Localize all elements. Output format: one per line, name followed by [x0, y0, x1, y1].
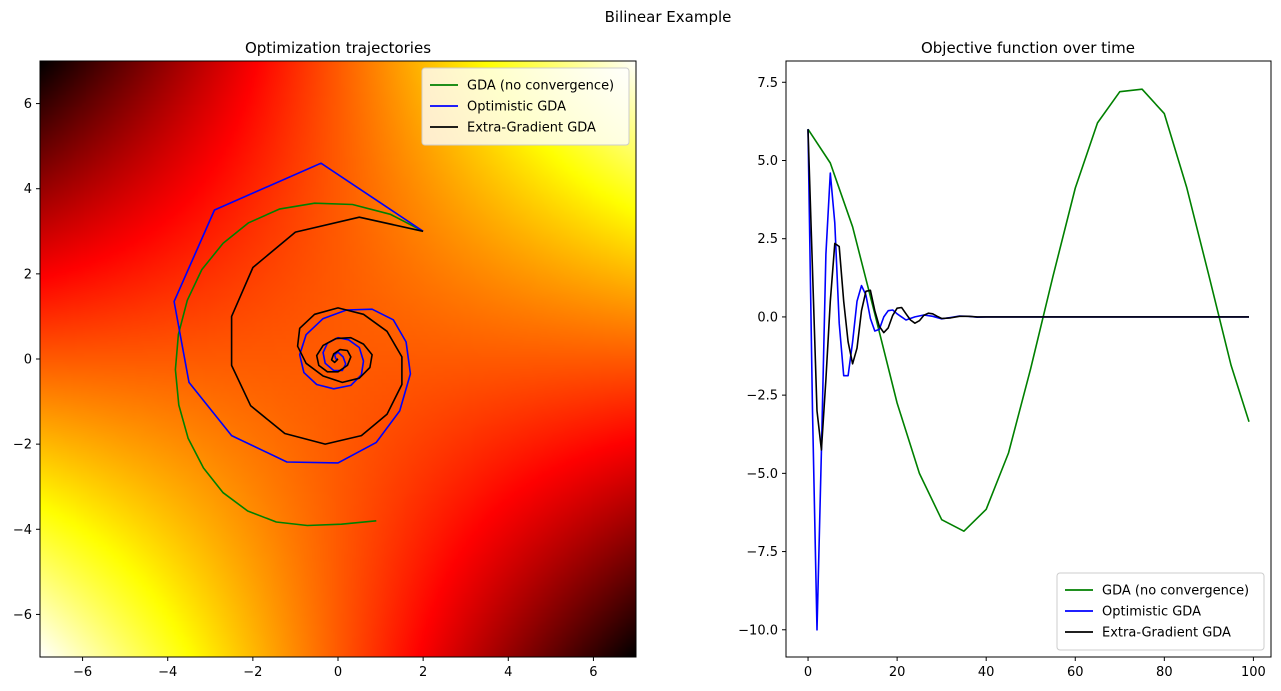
trajectory-x-tick-label: −2 — [243, 665, 262, 680]
objective-x-tick-label: 80 — [1156, 665, 1173, 680]
trajectory-x-tick-label: −6 — [73, 665, 92, 680]
objective-y-tick-label: −10.0 — [738, 623, 778, 638]
objective-x-tick-label: 60 — [1067, 665, 1084, 680]
objective-y-tick-label: 5.0 — [757, 154, 778, 169]
trajectory-plot-title: Optimization trajectories — [245, 39, 431, 57]
objective-y-tick-label: 7.5 — [757, 76, 778, 91]
trajectory-y-tick-label: 2 — [24, 267, 32, 282]
trajectory-y-tick-label: 4 — [24, 182, 32, 197]
trajectory-y-tick-label: −4 — [13, 523, 32, 538]
trajectory-y-tick-label: 0 — [24, 353, 32, 368]
trajectory-x-tick-label: 6 — [589, 665, 597, 680]
trajectory-y-tick-label: −2 — [13, 438, 32, 453]
objective-legend: GDA (no convergence) Optimistic GDA Extra-… — [1056, 572, 1265, 651]
trajectory-legend: GDA (no convergence) Optimistic GDA Extra-… — [421, 67, 630, 146]
trajectory-lines — [173, 162, 424, 527]
trajectory-x-tick-label: 2 — [419, 665, 427, 680]
objective-plot: Objective function over time 0 20 40 60 80 10… — [738, 39, 1272, 680]
objective-y-tick-label: 2.5 — [757, 232, 778, 247]
objective-plot-frame — [785, 60, 1272, 658]
objective-y-tick-label: −7.5 — [746, 545, 778, 560]
objective-plot-title: Objective function over time — [921, 39, 1135, 57]
objective-x-tick-label: 40 — [978, 665, 995, 680]
objective-x-tick-label: 0 — [804, 665, 812, 680]
trajectory-y-tick-label: −6 — [13, 608, 32, 623]
trajectory-plot: Optimization trajectories −6 −4 −2 0 2 4 6 −6−… — [13, 39, 637, 680]
trajectory-x-tick-label: −4 — [158, 665, 177, 680]
objective-x-tick-label: 100 — [1241, 665, 1266, 680]
objective-legend-label: GDA (no convergence) — [1102, 584, 1249, 599]
objective-legend-label: Optimistic GDA — [1102, 605, 1201, 620]
trajectory-x-axis: −6 −4 −2 0 2 4 6 — [73, 657, 598, 680]
objective-legend-box — [1056, 572, 1265, 651]
trajectory-series-0-line — [174, 202, 424, 527]
objective-y-axis: −10.0 −7.5 −5.0 −2.5 0.0 2.5 5.0 7.5 — [738, 76, 786, 638]
trajectory-series-2-line — [230, 216, 424, 445]
objective-y-tick-label: 0.0 — [757, 310, 778, 325]
objective-series-2-line — [807, 129, 1249, 451]
objective-y-tick-label: −5.0 — [746, 467, 778, 482]
objective-x-tick-label: 20 — [889, 665, 906, 680]
trajectory-legend-label: GDA (no convergence) — [467, 79, 614, 94]
trajectory-legend-label: Extra-Gradient GDA — [467, 121, 596, 136]
figure-title: Bilinear Example — [605, 8, 732, 26]
objective-legend-label: Extra-Gradient GDA — [1102, 626, 1231, 641]
objective-y-tick-label: −2.5 — [746, 389, 778, 404]
objective-series-0-line — [807, 88, 1250, 533]
objective-plot-background — [786, 61, 1271, 657]
objective-x-axis: 0 20 40 60 80 100 — [804, 657, 1266, 680]
trajectory-legend-label: Optimistic GDA — [467, 100, 566, 115]
trajectory-x-tick-label: 4 — [504, 665, 512, 680]
trajectory-legend-box — [421, 67, 630, 146]
trajectory-x-tick-label: 0 — [334, 665, 342, 680]
objective-lines — [807, 88, 1250, 631]
trajectory-y-tick-label: 6 — [24, 97, 32, 112]
trajectory-y-axis: −6 −4 −2 0 2 4 6 — [13, 97, 40, 623]
